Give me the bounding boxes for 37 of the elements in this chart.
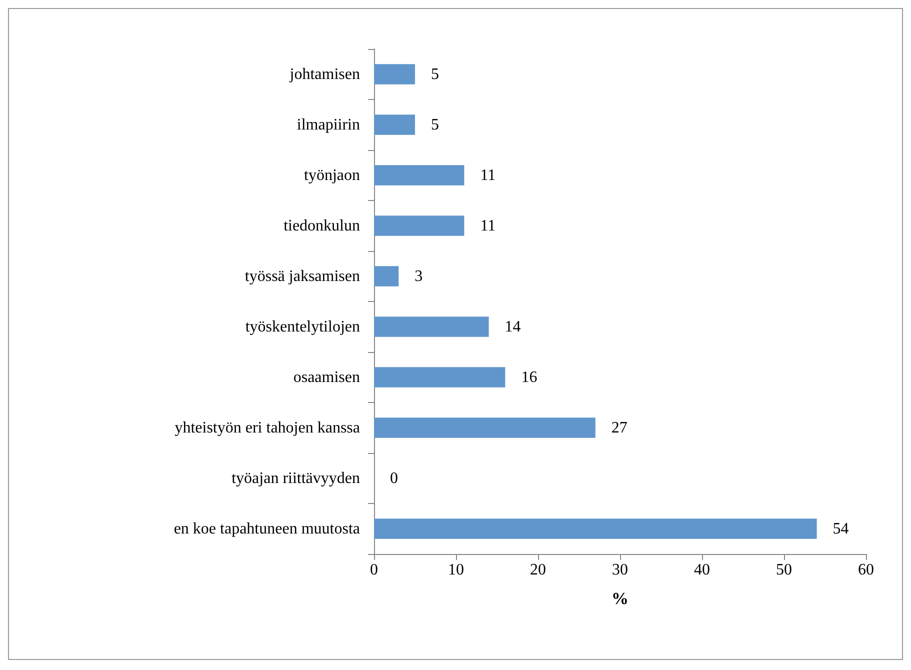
y-tick-label: ilmapiirin (296, 116, 360, 134)
bar (374, 165, 464, 186)
x-tick-label: 50 (776, 562, 792, 578)
data-label: 14 (504, 318, 521, 336)
x-tick-label: 10 (448, 562, 464, 578)
x-tick-label: 0 (370, 562, 378, 578)
bar (374, 64, 415, 84)
bar (374, 316, 489, 337)
x-tick-label: 60 (858, 562, 874, 578)
data-label: 54 (832, 520, 849, 538)
data-label: 5 (431, 116, 439, 134)
data-label: 5 (431, 66, 439, 83)
y-tick-label: työajan riittävyyden (232, 470, 360, 487)
bar (374, 114, 415, 135)
x-tick-label: 20 (530, 562, 546, 578)
y-tick-label: yhteistyön eri tahojen kanssa (174, 419, 360, 436)
data-label: 11 (480, 166, 496, 184)
y-tick-label: työssä jaksamisen (244, 268, 360, 285)
y-tick-label: en koe tapahtuneen muutosta (174, 520, 360, 538)
bar (374, 418, 596, 438)
x-tick-label: 40 (694, 562, 710, 578)
bar (374, 266, 399, 286)
bar (374, 518, 817, 539)
bar (374, 216, 464, 236)
bar (374, 367, 506, 388)
data-label: 27 (611, 419, 628, 436)
data-label: 0 (390, 470, 398, 487)
y-tick-label: tiedonkulun (284, 217, 360, 234)
data-label: 11 (480, 217, 496, 234)
y-tick-label: johtamisen (288, 66, 360, 83)
x-axis-title: % (612, 589, 628, 608)
data-label: 16 (521, 368, 538, 386)
y-tick-label: työskentelytilojen (245, 318, 360, 336)
x-tick-label: 30 (612, 562, 628, 578)
y-tick-label: työnjaon (304, 166, 360, 184)
y-tick-label: osaamisen (293, 368, 360, 386)
data-label: 3 (414, 268, 423, 285)
